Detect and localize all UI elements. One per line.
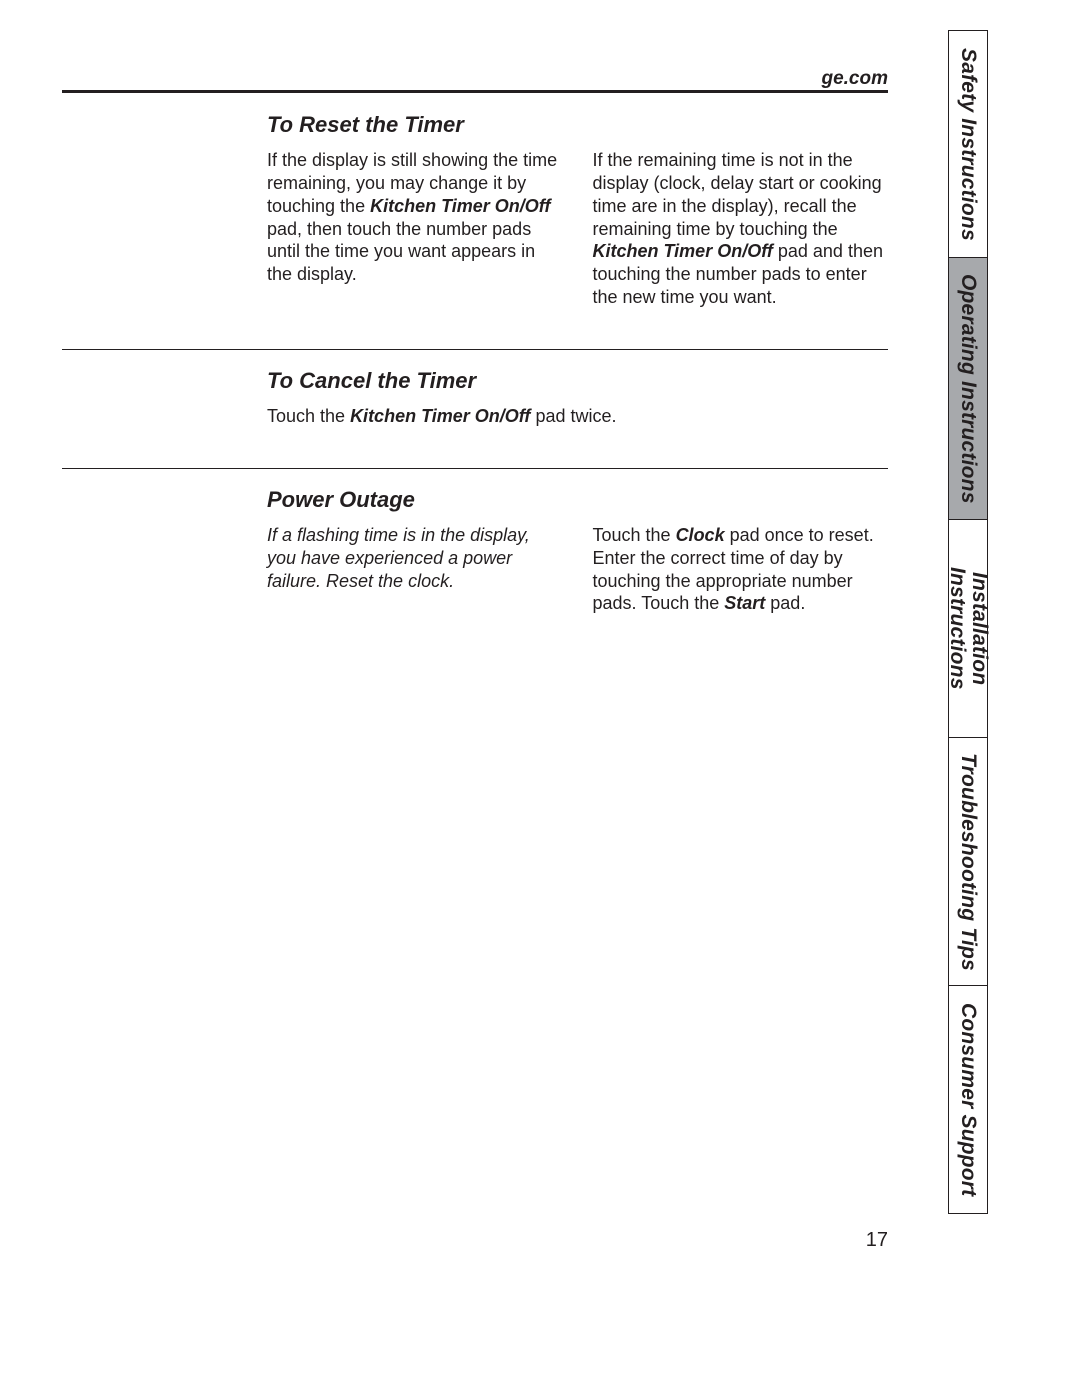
section-power-outage: Power Outage If a flashing time is in th… bbox=[62, 487, 888, 615]
reset-left-bold: Kitchen Timer On/Off bbox=[370, 196, 550, 216]
section-power-left: If a flashing time is in the display, yo… bbox=[267, 524, 563, 615]
reset-right-pre: If the remaining time is not in the disp… bbox=[593, 150, 882, 239]
section-title-power: Power Outage bbox=[267, 487, 888, 513]
reset-right-bold: Kitchen Timer On/Off bbox=[593, 241, 773, 261]
divider-1 bbox=[62, 349, 888, 350]
tab-consumer-label: Consumer Support bbox=[955, 991, 981, 1208]
page-content: To Reset the Timer If the display is sti… bbox=[62, 112, 888, 649]
page-number: 17 bbox=[866, 1229, 888, 1252]
tab-installation-label: Installation Instructions bbox=[944, 555, 992, 702]
tab-operating[interactable]: Operating Instructions bbox=[948, 258, 988, 520]
section-reset-timer: To Reset the Timer If the display is sti… bbox=[62, 112, 888, 309]
tab-consumer[interactable]: Consumer Support bbox=[948, 986, 988, 1214]
section-power-right: Touch the Clock pad once to reset. Enter… bbox=[593, 524, 889, 615]
tab-safety-label: Safety Instructions bbox=[955, 36, 981, 253]
power-right-post: pad. bbox=[765, 593, 805, 613]
power-right-pre: Touch the bbox=[593, 525, 676, 545]
manual-page: Safety Instructions Operating Instructio… bbox=[0, 0, 1080, 1397]
section-reset-left: If the display is still showing the time… bbox=[267, 149, 563, 309]
top-rule bbox=[62, 90, 888, 93]
divider-2 bbox=[62, 468, 888, 469]
reset-left-post: pad, then touch the number pads until th… bbox=[267, 219, 535, 285]
cancel-post: pad twice. bbox=[530, 406, 616, 426]
tab-installation[interactable]: Installation Instructions bbox=[948, 520, 988, 738]
section-reset-cols: If the display is still showing the time… bbox=[267, 149, 888, 309]
section-cancel-text: Touch the Kitchen Timer On/Off pad twice… bbox=[267, 405, 888, 428]
section-cancel-timer: To Cancel the Timer Touch the Kitchen Ti… bbox=[62, 368, 888, 428]
header-url: ge.com bbox=[821, 68, 888, 90]
tab-operating-label: Operating Instructions bbox=[955, 262, 981, 516]
tab-safety[interactable]: Safety Instructions bbox=[948, 30, 988, 258]
tab-installation-line2: Instructions bbox=[946, 567, 968, 690]
cancel-pre: Touch the bbox=[267, 406, 350, 426]
section-cancel-cols: Touch the Kitchen Timer On/Off pad twice… bbox=[267, 405, 888, 428]
cancel-bold: Kitchen Timer On/Off bbox=[350, 406, 530, 426]
section-title-reset: To Reset the Timer bbox=[267, 112, 888, 138]
tab-troubleshooting-label: Troubleshooting Tips bbox=[955, 741, 981, 983]
section-title-cancel: To Cancel the Timer bbox=[267, 368, 888, 394]
section-reset-right: If the remaining time is not in the disp… bbox=[593, 149, 889, 309]
side-tabs: Safety Instructions Operating Instructio… bbox=[948, 30, 988, 1214]
tab-troubleshooting[interactable]: Troubleshooting Tips bbox=[948, 738, 988, 986]
power-right-bold2: Start bbox=[724, 593, 765, 613]
power-right-bold1: Clock bbox=[676, 525, 725, 545]
tab-installation-line1: Installation bbox=[968, 567, 990, 690]
section-power-cols: If a flashing time is in the display, yo… bbox=[267, 524, 888, 615]
